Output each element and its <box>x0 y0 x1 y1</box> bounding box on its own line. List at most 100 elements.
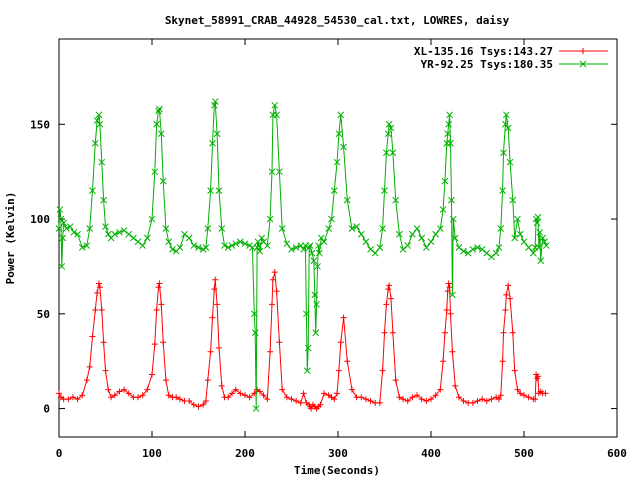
data-point <box>509 329 516 336</box>
data-point <box>70 228 78 236</box>
data-point <box>514 215 521 223</box>
data-point <box>313 300 320 308</box>
series-layer <box>55 98 550 412</box>
data-point <box>446 284 453 291</box>
data-point <box>362 238 370 246</box>
data-point <box>120 227 128 234</box>
y-tick-label: 100 <box>30 213 50 226</box>
data-point <box>96 120 104 128</box>
data-point <box>65 396 72 403</box>
data-point <box>57 215 65 223</box>
data-point <box>105 386 112 393</box>
data-point <box>376 244 384 251</box>
data-point <box>335 367 342 374</box>
data-point <box>143 234 151 242</box>
data-point <box>207 187 214 194</box>
data-point <box>111 392 118 399</box>
data-point <box>207 348 214 355</box>
data-point <box>139 242 147 249</box>
data-point <box>134 238 142 246</box>
data-point <box>316 249 323 257</box>
data-point <box>283 394 290 401</box>
data-point <box>69 394 76 401</box>
data-point <box>158 301 165 308</box>
data-point <box>59 234 67 242</box>
data-point <box>502 307 509 314</box>
data-point <box>215 344 222 351</box>
data-point <box>535 244 543 251</box>
data-point <box>344 358 351 365</box>
data-point <box>371 249 379 257</box>
data-point <box>108 394 115 401</box>
data-point <box>534 373 541 380</box>
data-point <box>367 246 374 253</box>
data-point <box>202 244 210 251</box>
data-point <box>541 238 548 246</box>
data-point <box>228 242 236 249</box>
data-point <box>232 386 239 393</box>
data-point <box>93 117 101 124</box>
data-point <box>156 280 163 287</box>
data-point <box>469 246 477 253</box>
data-point <box>448 196 455 204</box>
data-point <box>357 230 365 238</box>
data-point <box>139 392 146 399</box>
data-point <box>181 230 188 238</box>
data-point <box>308 405 315 412</box>
data-point <box>432 230 440 238</box>
x-tick-label: 400 <box>421 447 441 460</box>
data-point <box>273 288 280 295</box>
data-point <box>258 234 266 242</box>
data-point <box>333 158 341 166</box>
data-point <box>98 307 105 314</box>
data-point <box>383 149 390 157</box>
data-point <box>116 228 123 236</box>
y-tick-label: 50 <box>37 308 50 321</box>
data-point <box>492 249 500 257</box>
data-point <box>169 246 176 253</box>
data-point <box>98 158 106 166</box>
data-point <box>251 329 259 337</box>
data-point <box>533 219 541 227</box>
data-point <box>516 230 524 238</box>
data-point <box>534 213 542 221</box>
data-point <box>399 246 407 253</box>
data-point <box>116 388 123 395</box>
data-point <box>321 390 328 397</box>
data-point <box>358 394 365 401</box>
data-point <box>474 244 481 251</box>
data-point <box>422 244 430 251</box>
data-point <box>190 401 197 408</box>
data-point <box>315 242 322 249</box>
data-point <box>536 228 544 236</box>
data-point <box>455 244 463 251</box>
data-point <box>348 386 355 393</box>
data-point <box>495 396 502 403</box>
data-point <box>56 206 64 213</box>
data-point <box>204 225 212 232</box>
data-point <box>532 396 539 403</box>
data-point <box>511 234 519 242</box>
data-point <box>303 310 310 318</box>
data-point <box>111 230 119 238</box>
data-point <box>55 225 63 232</box>
data-point <box>151 168 159 176</box>
data-point <box>135 394 142 401</box>
data-point <box>441 177 449 185</box>
data-point <box>173 394 180 401</box>
legend-entry: XL-135.16 Tsys:143.27 <box>414 45 608 58</box>
data-point <box>58 263 66 270</box>
data-point <box>242 392 248 399</box>
data-point <box>447 310 454 317</box>
data-point <box>276 339 283 346</box>
data-point <box>400 396 407 403</box>
data-point <box>413 225 421 232</box>
y-tick-label: 0 <box>43 403 50 416</box>
data-point <box>451 234 459 242</box>
data-point <box>439 206 447 213</box>
data-point <box>267 348 274 355</box>
data-point <box>445 280 452 287</box>
x-tick-label: 600 <box>607 447 627 460</box>
data-point <box>312 329 320 337</box>
